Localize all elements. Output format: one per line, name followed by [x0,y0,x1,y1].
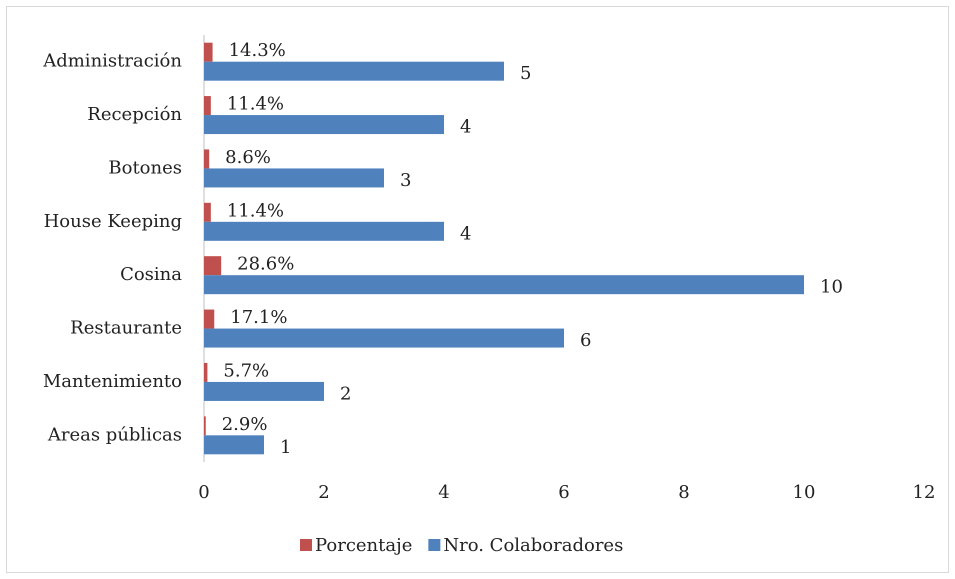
bar [204,362,208,382]
x-tick-label: 12 [913,482,936,503]
y-tick-label: Recepción [87,104,182,125]
data-label: 11.4% [227,94,284,115]
x-tick-label: 8 [678,482,689,503]
y-tick-label: Botones [108,157,182,178]
y-tick-label: Cosina [120,264,182,285]
legend-label: Nro. Colaboradores [443,535,623,556]
bar [204,115,444,135]
bar [204,202,211,222]
bar [204,168,384,188]
data-label: 4 [460,223,471,244]
bar [204,61,504,81]
bar [204,42,213,62]
data-label: 5.7% [223,360,269,381]
data-label: 3 [400,170,411,191]
data-label: 14.3% [229,40,286,61]
x-tick-label: 6 [558,482,569,503]
x-tick-label: 10 [793,482,816,503]
data-label: 6 [580,330,591,351]
bar [204,435,264,455]
bar [204,256,222,276]
bar [204,328,564,348]
legend-swatch [300,539,312,551]
data-label: 17.1% [230,307,287,328]
data-label: 2.9% [222,414,268,435]
data-label: 28.6% [237,254,294,275]
bar [204,221,444,241]
y-tick-label: House Keeping [44,211,182,232]
data-label: 11.4% [227,200,284,221]
data-label: 10 [820,277,843,298]
data-label: 8.6% [225,147,271,168]
legend-swatch [428,539,441,551]
bar [204,416,206,436]
bar [204,149,210,169]
bar [204,381,324,401]
data-label: 4 [460,117,471,138]
data-label: 1 [280,437,291,458]
legend-label: Porcentaje [315,535,412,556]
data-label: 2 [340,383,351,404]
x-tick-label: 2 [318,482,329,503]
y-tick-label: Restaurante [70,318,182,339]
bar [204,309,215,329]
bar [204,96,211,116]
y-tick-label: Mantenimiento [43,371,182,392]
data-label: 5 [520,63,531,84]
bar [204,275,804,295]
y-tick-label: Administración [42,51,182,72]
x-tick-label: 0 [198,482,209,503]
x-tick-label: 4 [438,482,449,503]
y-tick-label: Areas públicas [47,424,182,445]
